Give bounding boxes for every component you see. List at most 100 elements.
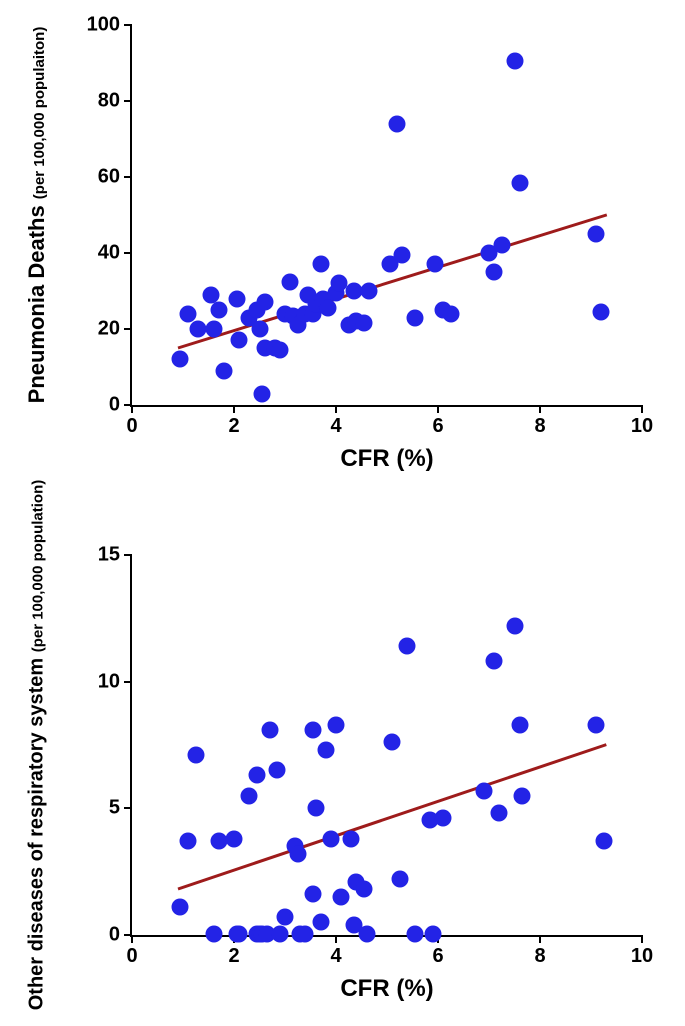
data-point: [384, 734, 401, 751]
data-point: [506, 617, 523, 634]
y-tick-label: 60: [98, 166, 120, 189]
data-point: [399, 638, 416, 655]
data-point: [180, 305, 197, 322]
figure: 0246810020406080100CFR (%)Pneumonia Deat…: [0, 0, 685, 1026]
y-tick-label: 15: [98, 544, 120, 567]
data-point: [305, 886, 322, 903]
y-tick: [124, 328, 132, 330]
data-point: [491, 805, 508, 822]
y-tick-label: 100: [87, 14, 120, 37]
data-point: [486, 653, 503, 670]
data-point: [297, 925, 314, 942]
x-tick-label: 10: [631, 415, 653, 438]
data-point: [511, 174, 528, 191]
regression-line: [177, 744, 606, 891]
y-tick: [124, 681, 132, 683]
data-point: [475, 782, 492, 799]
x-tick: [539, 405, 541, 413]
data-point: [261, 721, 278, 738]
x-tick: [437, 405, 439, 413]
data-point: [251, 321, 268, 338]
data-point: [228, 290, 245, 307]
y-tick: [124, 934, 132, 936]
data-point: [343, 830, 360, 847]
y-tick-label: 5: [109, 797, 120, 820]
x-tick: [233, 405, 235, 413]
data-point: [506, 53, 523, 70]
x-tick-label: 6: [432, 945, 443, 968]
x-tick: [641, 405, 643, 413]
x-tick: [131, 405, 133, 413]
plot-area-top: 0246810020406080100CFR (%)Pneumonia Deat…: [130, 25, 642, 407]
data-point: [210, 833, 227, 850]
x-axis-label: CFR (%): [340, 975, 433, 1003]
data-point: [172, 899, 189, 916]
y-tick-label: 40: [98, 242, 120, 265]
regression-line: [177, 214, 606, 350]
data-point: [407, 309, 424, 326]
y-tick: [124, 807, 132, 809]
data-point: [180, 833, 197, 850]
data-point: [215, 362, 232, 379]
data-point: [282, 273, 299, 290]
data-point: [210, 302, 227, 319]
x-tick-label: 8: [534, 415, 545, 438]
y-tick-label: 0: [109, 924, 120, 947]
data-point: [328, 716, 345, 733]
data-point: [271, 925, 288, 942]
y-axis-label: Pneumonia Deaths (per 100,000 populaiton…: [24, 27, 50, 404]
y-tick-label: 80: [98, 90, 120, 113]
data-point: [595, 833, 612, 850]
y-tick: [124, 404, 132, 406]
data-point: [511, 716, 528, 733]
y-axis-label: Other diseases of respiratory system (pe…: [26, 480, 49, 1011]
data-point: [588, 226, 605, 243]
data-point: [256, 294, 273, 311]
data-point: [226, 830, 243, 847]
y-tick-label: 20: [98, 318, 120, 341]
y-tick: [124, 100, 132, 102]
x-tick-label: 6: [432, 415, 443, 438]
plot-area-bottom: 0246810051015CFR (%)Other diseases of re…: [130, 555, 642, 937]
x-tick: [641, 935, 643, 943]
data-point: [205, 321, 222, 338]
data-point: [394, 246, 411, 263]
data-point: [424, 925, 441, 942]
data-point: [427, 256, 444, 273]
data-point: [407, 925, 424, 942]
y-tick-label: 0: [109, 394, 120, 417]
x-tick-label: 0: [126, 945, 137, 968]
data-point: [312, 914, 329, 931]
x-tick-label: 0: [126, 415, 137, 438]
data-point: [333, 889, 350, 906]
data-point: [389, 115, 406, 132]
x-tick: [335, 405, 337, 413]
x-tick-label: 10: [631, 945, 653, 968]
data-point: [493, 237, 510, 254]
x-tick: [335, 935, 337, 943]
data-point: [307, 800, 324, 817]
data-point: [486, 264, 503, 281]
data-point: [593, 303, 610, 320]
data-point: [241, 787, 258, 804]
data-point: [269, 762, 286, 779]
x-axis-label: CFR (%): [340, 445, 433, 473]
x-tick-label: 8: [534, 945, 545, 968]
data-point: [248, 767, 265, 784]
data-point: [514, 787, 531, 804]
data-point: [358, 925, 375, 942]
data-point: [205, 925, 222, 942]
data-point: [172, 351, 189, 368]
data-point: [588, 716, 605, 733]
x-tick: [131, 935, 133, 943]
x-tick-label: 4: [330, 945, 341, 968]
data-point: [435, 810, 452, 827]
data-point: [442, 305, 459, 322]
y-tick: [124, 252, 132, 254]
data-point: [322, 830, 339, 847]
data-point: [231, 332, 248, 349]
data-point: [305, 721, 322, 738]
data-point: [277, 909, 294, 926]
data-point: [356, 881, 373, 898]
data-point: [231, 925, 248, 942]
